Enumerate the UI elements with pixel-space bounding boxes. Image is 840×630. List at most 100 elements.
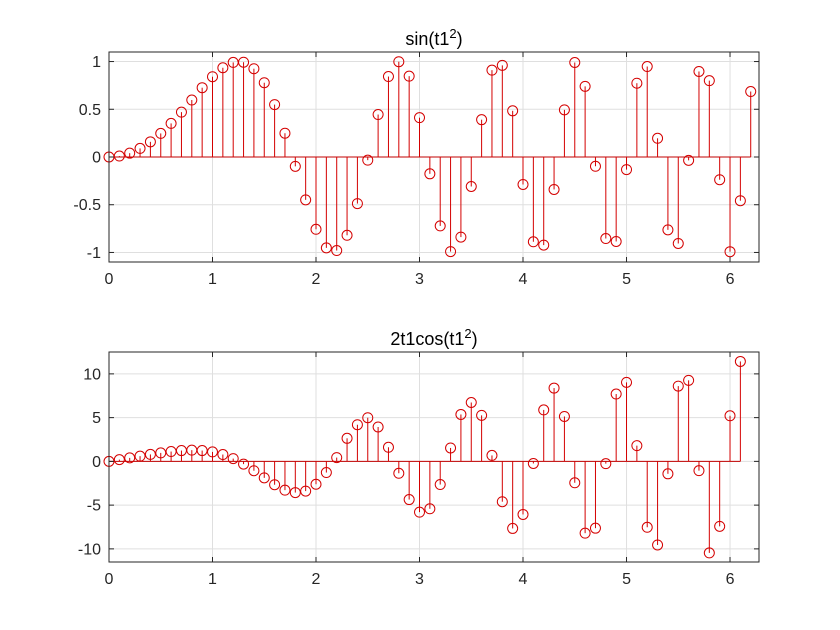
stem-marker <box>465 180 477 192</box>
stem-marker <box>589 522 601 534</box>
stem-marker <box>113 454 125 466</box>
y-tick-label: -1 <box>87 245 101 262</box>
stem-marker <box>693 65 705 77</box>
stem-marker <box>155 127 167 139</box>
stem-marker <box>289 160 301 172</box>
stem-marker <box>672 237 684 249</box>
stem-marker <box>745 86 757 98</box>
chart-title-tail: ) <box>472 329 478 349</box>
stem-marker <box>579 527 591 539</box>
stem-marker <box>548 183 560 195</box>
stem-marker <box>351 198 363 210</box>
stem-marker <box>196 445 208 457</box>
stem-marker <box>331 245 343 257</box>
chart-title-tail: ) <box>457 29 463 49</box>
stem-marker <box>310 478 322 490</box>
y-tick-label: 5 <box>92 410 101 427</box>
stem-marker <box>703 75 715 87</box>
stem-marker <box>351 419 363 431</box>
x-tick-label: 1 <box>208 571 217 588</box>
stem-marker <box>714 520 726 532</box>
stem-marker <box>631 77 643 89</box>
stem-marker <box>248 63 260 75</box>
stem-marker <box>476 409 488 421</box>
stem-marker <box>300 194 312 206</box>
x-tick-label: 0 <box>105 571 114 588</box>
stem-marker <box>486 449 498 461</box>
stem-marker <box>734 355 746 367</box>
stem-marker <box>269 99 281 111</box>
stem-marker <box>652 539 664 551</box>
chart-title-base: 2t1cos(t1 <box>390 329 464 349</box>
stem-marker <box>631 440 643 452</box>
stem-marker <box>382 441 394 453</box>
stem-marker <box>538 239 550 251</box>
stem-marker <box>507 522 519 534</box>
chart-title-superscript: 2 <box>464 326 471 341</box>
x-tick-label: 3 <box>415 271 424 288</box>
stem-marker <box>683 154 695 166</box>
stem-marker <box>445 442 457 454</box>
stem-marker <box>382 71 394 83</box>
stem-marker <box>238 56 250 68</box>
stem-marker <box>724 410 736 422</box>
x-tick-label: 6 <box>726 571 735 588</box>
stem-marker <box>517 508 529 520</box>
stem-marker <box>362 154 374 166</box>
stem-marker <box>662 224 674 236</box>
stem-marker <box>703 547 715 559</box>
stem-marker <box>341 229 353 241</box>
stem-marker <box>393 467 405 479</box>
stem-marker <box>538 404 550 416</box>
stem-marker <box>527 236 539 248</box>
x-tick-label: 5 <box>622 571 631 588</box>
stem-marker <box>517 178 529 190</box>
y-tick-label: 0 <box>92 150 101 167</box>
y-tick-label: 0.5 <box>79 102 101 119</box>
stem-marker <box>310 223 322 235</box>
stem-marker <box>662 468 674 480</box>
x-tick-label: 1 <box>208 271 217 288</box>
stem-marker <box>124 147 136 159</box>
stem-marker <box>217 62 229 74</box>
stem-marker <box>434 220 446 232</box>
stem-marker <box>527 457 539 469</box>
stem-marker <box>610 388 622 400</box>
stem-marker <box>393 56 405 68</box>
stem-marker <box>113 150 125 162</box>
stem-marker <box>258 472 270 484</box>
stem-marker <box>734 195 746 207</box>
stem-marker <box>569 57 581 68</box>
stem-marker <box>279 484 291 496</box>
stem-marker <box>289 487 301 499</box>
stem-marker <box>558 410 570 422</box>
chart-title: sin(t12) <box>405 26 462 49</box>
stem-marker <box>641 521 653 533</box>
stem-marker <box>579 80 591 92</box>
x-tick-label: 4 <box>519 271 528 288</box>
stem-marker <box>238 458 250 470</box>
stem-marker <box>445 246 457 258</box>
y-tick-label: -5 <box>87 498 101 515</box>
y-tick-label: 1 <box>92 54 101 71</box>
chart-title-base: sin(t1 <box>405 29 449 49</box>
stem-marker <box>300 485 312 497</box>
stem-marker <box>186 94 198 106</box>
stem-marker <box>196 82 208 94</box>
stem-marker <box>165 117 177 129</box>
stem-marker <box>610 235 622 247</box>
stem-marker <box>372 109 384 121</box>
stem-marker <box>486 64 498 76</box>
stem-marker <box>155 447 167 459</box>
stem-marker <box>507 105 519 117</box>
stem-marker <box>175 106 187 118</box>
stem-marker <box>600 458 612 470</box>
stem-marker <box>414 112 426 124</box>
stem-marker <box>227 453 239 465</box>
axes-frame <box>108 351 760 563</box>
x-tick-label: 6 <box>726 271 735 288</box>
stem-marker <box>320 467 332 479</box>
